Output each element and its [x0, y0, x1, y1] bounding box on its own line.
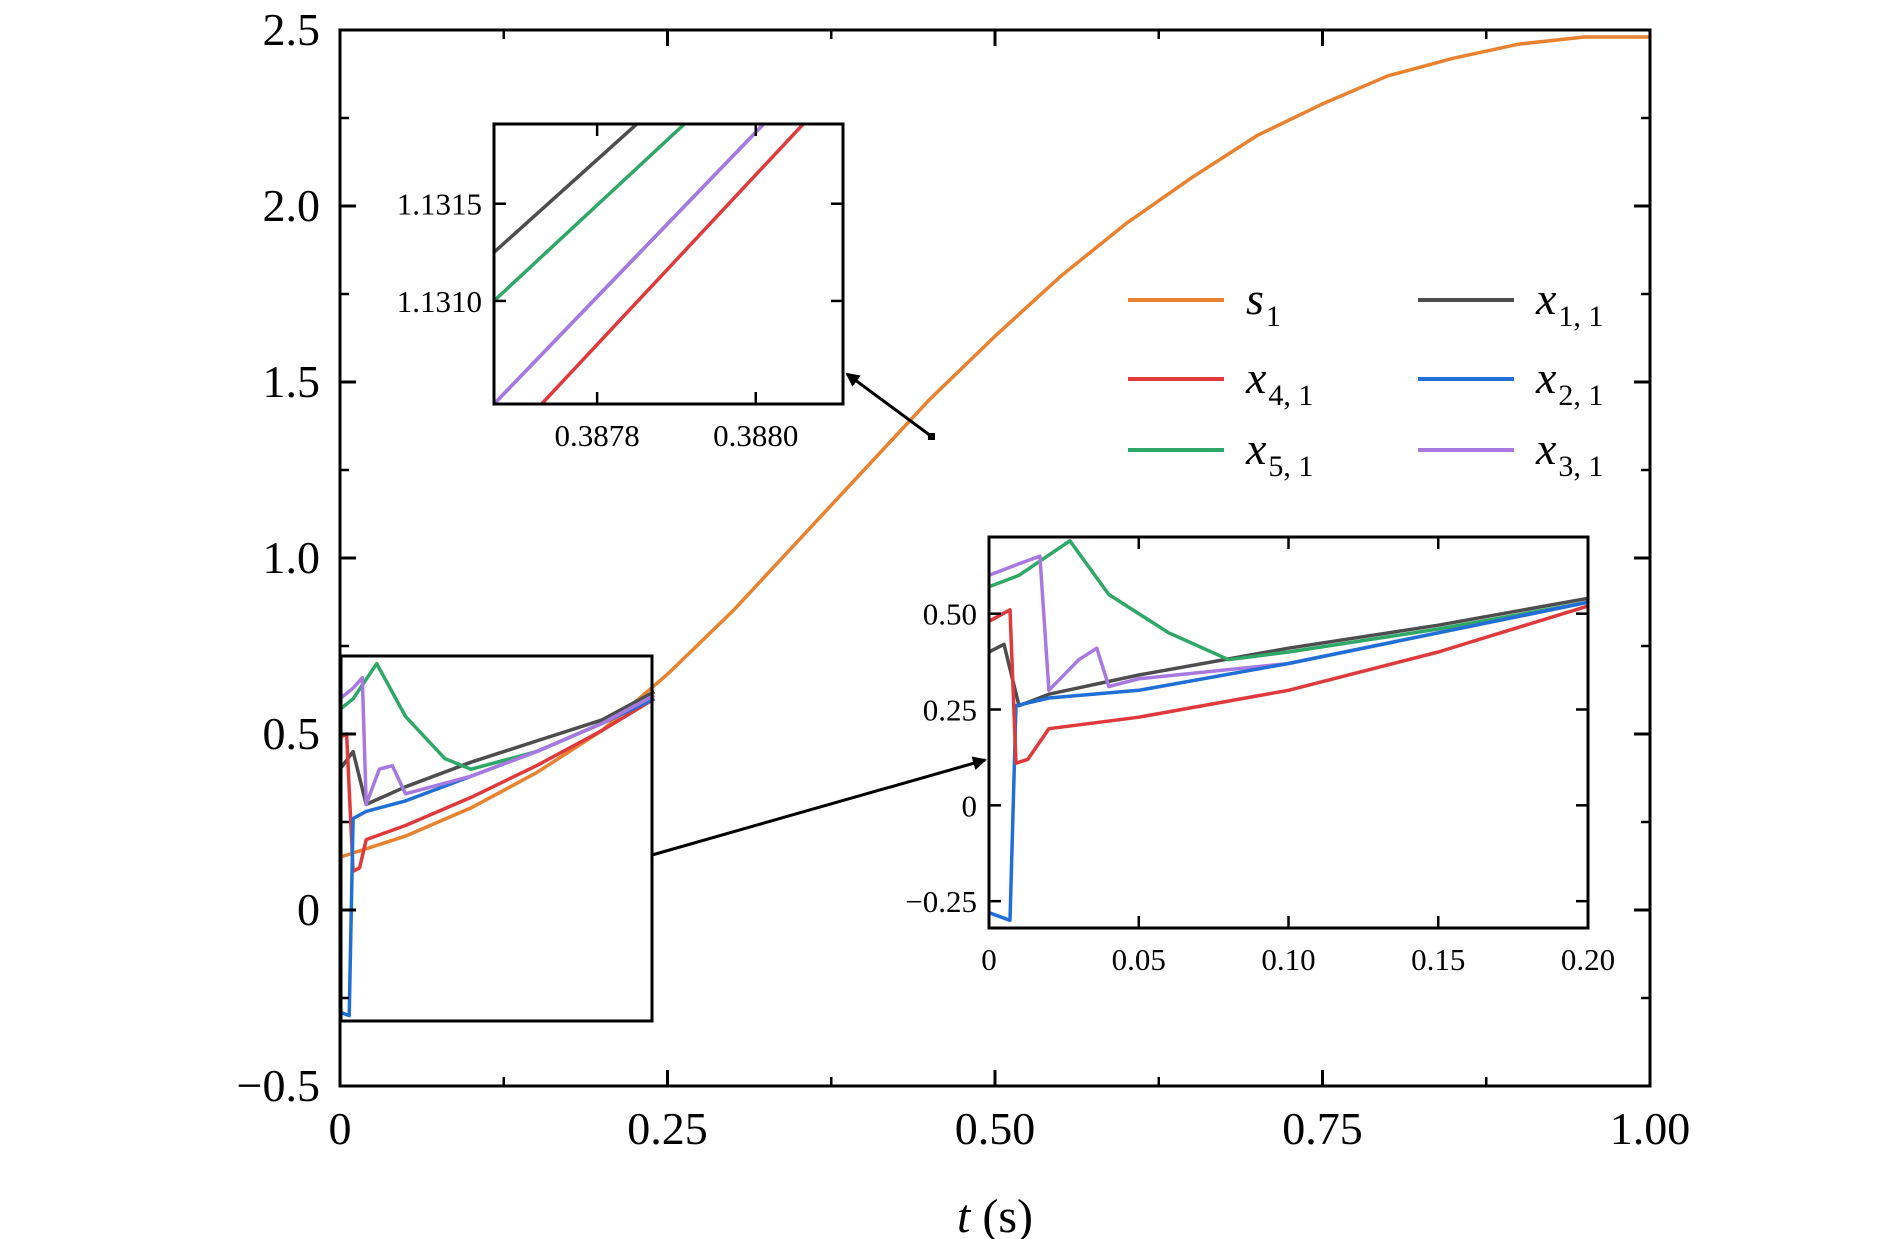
y-tick-label: 0.5 [263, 708, 321, 759]
inset-y-tick-label: 0 [962, 788, 978, 823]
x-tick-label: 0 [329, 1103, 352, 1154]
series-line-x2-1 [340, 697, 656, 1018]
inset-line-x5-1 [989, 539, 1588, 662]
zoom-arrow-top [845, 372, 932, 438]
zoom-arrow-bottom [651, 756, 987, 857]
zoom-point-marker [928, 433, 935, 440]
inset-y-tick-label: 1.1310 [397, 284, 482, 319]
legend: s1 x1, 1 x4, 1 x2, 1 x5, 1 x3, 1 [1128, 273, 1603, 483]
inset-line-x1-1 [494, 124, 638, 254]
x-tick-label: 0.25 [627, 1103, 708, 1154]
zoom-region-box [339, 654, 654, 1023]
legend-label: x5, 1 [1245, 423, 1313, 483]
inset-x-tick-label: 0.05 [1112, 942, 1166, 977]
series-line-x1-1 [340, 690, 656, 807]
x-tick-label: 1.00 [1610, 1103, 1691, 1154]
inset-x-tick-label: 0 [981, 942, 997, 977]
inset-top-ticks: 0.3878 0.3880 1.1310 1.1315 [397, 124, 843, 453]
main-axis-ticks: 0 0.25 0.50 0.75 1.00−0.500.51.01.52.02.5 [237, 4, 1691, 1154]
y-tick-label: 1.0 [263, 532, 321, 583]
inset-y-tick-label: 0.50 [923, 597, 977, 632]
x-tick-label: 0.75 [1282, 1103, 1363, 1154]
x-tick-label: 0.50 [955, 1103, 1036, 1154]
inset-line-x5-1 [494, 124, 686, 303]
inset-line-x3-1 [494, 124, 765, 404]
y-tick-label: 0 [297, 884, 320, 935]
main-series [340, 35, 1650, 1018]
legend-label: x1, 1 [1535, 273, 1603, 333]
inset-x-tick-label: 0.3878 [554, 418, 639, 453]
series-line-x3-1 [340, 675, 656, 807]
inset-line-x4-1 [989, 604, 1588, 765]
inset-bottom-series [989, 539, 1588, 923]
inset-line-x2-1 [989, 600, 1588, 923]
y-tick-label: 1.5 [263, 356, 321, 407]
inset-y-tick-label: 1.1315 [397, 187, 482, 222]
y-tick-label: −0.5 [237, 1060, 320, 1111]
inset-y-tick-label: −0.25 [905, 884, 977, 919]
x-axis-title: t (s) [957, 1190, 1033, 1239]
legend-label: x4, 1 [1245, 352, 1313, 412]
y-tick-label: 2.0 [263, 180, 321, 231]
inset-x-tick-label: 0.15 [1411, 942, 1465, 977]
legend-label: x3, 1 [1535, 423, 1603, 483]
series-line-x4-1 [340, 697, 656, 874]
inset-line-x4-1 [540, 124, 805, 404]
inset-x-tick-label: 0.10 [1261, 942, 1315, 977]
legend-label: x2, 1 [1535, 352, 1603, 412]
y-tick-label: 2.5 [263, 4, 321, 55]
inset-top-series [494, 124, 805, 404]
inset-line-x1-1 [989, 596, 1588, 708]
series-line-s1 [340, 35, 1650, 859]
inset-x-tick-label: 0.3880 [713, 418, 798, 453]
inset-x-tick-label: 0.20 [1561, 942, 1615, 977]
inset-top-frame [492, 122, 845, 406]
legend-label: s1 [1246, 273, 1281, 333]
inset-y-tick-label: 0.25 [923, 693, 977, 728]
